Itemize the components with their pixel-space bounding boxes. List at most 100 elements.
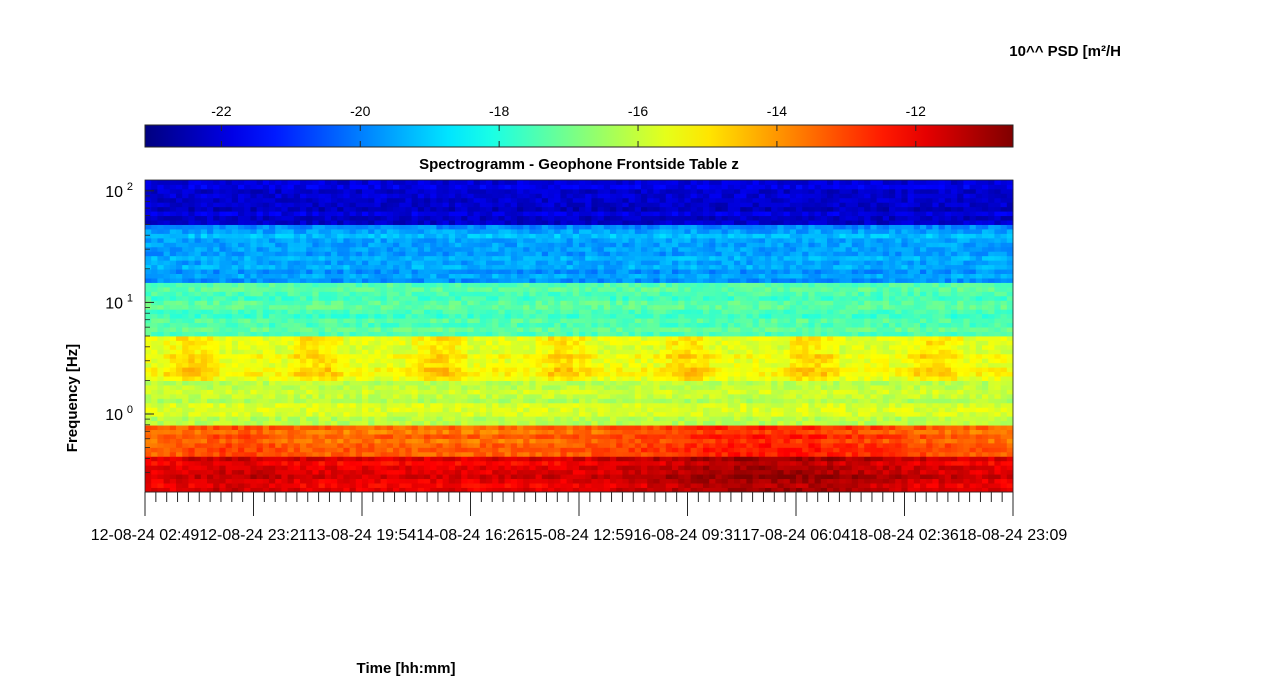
heatmap-cell xyxy=(988,385,995,390)
heatmap-cell xyxy=(262,407,270,413)
heatmap-cell xyxy=(293,447,301,453)
heatmap-cell xyxy=(907,442,915,448)
heatmap-cell xyxy=(591,407,598,413)
heatmap-cell xyxy=(765,474,772,480)
heatmap-cell xyxy=(690,425,698,430)
heatmap-cell xyxy=(1006,483,1014,488)
heatmap-cell xyxy=(734,442,741,448)
heatmap-cell xyxy=(207,344,214,350)
heatmap-cell xyxy=(616,447,623,453)
heatmap-cell xyxy=(647,407,654,413)
heatmap-cell xyxy=(895,478,902,484)
heatmap-cell xyxy=(281,389,288,395)
heatmap-cell xyxy=(659,460,667,466)
heatmap-cell xyxy=(969,456,977,462)
heatmap-cell xyxy=(523,447,530,453)
heatmap-cell xyxy=(907,416,915,422)
heatmap-cell xyxy=(746,398,753,404)
heatmap-cell xyxy=(176,344,183,350)
heatmap-cell xyxy=(820,438,828,444)
heatmap-cell xyxy=(839,429,846,435)
heatmap-cell xyxy=(963,336,970,341)
heatmap-cell xyxy=(368,340,375,346)
heatmap-cell xyxy=(672,344,679,350)
heatmap-cell xyxy=(250,425,257,430)
heatmap-cell xyxy=(634,389,642,395)
heatmap-cell xyxy=(653,456,660,462)
heatmap-cell xyxy=(777,465,784,471)
heatmap-cell xyxy=(461,478,468,484)
heatmap-cell xyxy=(1000,344,1008,350)
heatmap-cell xyxy=(715,474,722,480)
heatmap-cell xyxy=(1000,469,1008,475)
heatmap-cell xyxy=(994,416,1001,422)
heatmap-cell xyxy=(820,465,828,471)
heatmap-cell xyxy=(455,465,462,471)
heatmap-cell xyxy=(659,398,667,404)
heatmap-cell xyxy=(944,465,952,471)
heatmap-cell xyxy=(349,349,357,355)
heatmap-cell xyxy=(603,393,611,399)
heatmap-cell xyxy=(479,402,487,408)
heatmap-cell xyxy=(368,344,375,350)
heatmap-cell xyxy=(672,407,679,413)
heatmap-cell xyxy=(225,385,233,390)
heatmap-cell xyxy=(374,380,381,386)
heatmap-cell xyxy=(504,442,512,448)
heatmap-cell xyxy=(157,371,164,377)
heatmap-cell xyxy=(343,336,350,341)
heatmap-cell xyxy=(771,465,778,471)
heatmap-cell xyxy=(219,376,226,381)
heatmap-cell xyxy=(746,465,753,471)
heatmap-cell xyxy=(386,469,394,475)
heatmap-cell xyxy=(163,425,171,430)
heatmap-cell xyxy=(814,474,822,480)
heatmap-cell xyxy=(554,451,561,457)
heatmap-cell xyxy=(963,456,970,462)
heatmap-cell xyxy=(659,434,667,439)
heatmap-cell xyxy=(833,362,840,368)
heatmap-cell xyxy=(479,442,487,448)
heatmap-cell xyxy=(734,447,741,453)
heatmap-cell xyxy=(455,362,462,368)
heatmap-cell xyxy=(901,434,908,439)
heatmap-cell xyxy=(200,349,208,355)
heatmap-cell xyxy=(293,385,301,390)
heatmap-cell xyxy=(355,385,363,390)
heatmap-cell xyxy=(820,478,828,484)
heatmap-cell xyxy=(690,393,698,399)
heatmap-cell xyxy=(300,349,307,355)
heatmap-cell xyxy=(690,487,698,493)
heatmap-cell xyxy=(907,385,915,390)
heatmap-cell xyxy=(876,336,884,341)
heatmap-cell xyxy=(169,456,177,462)
heatmap-cell xyxy=(318,456,326,462)
heatmap-cell xyxy=(380,447,388,453)
heatmap-cell xyxy=(318,389,326,395)
heatmap-cell xyxy=(864,340,871,346)
heatmap-cell xyxy=(517,340,524,346)
heatmap-cell xyxy=(535,420,543,426)
heatmap-cell xyxy=(746,420,753,426)
heatmap-cell xyxy=(467,411,474,417)
heatmap-cell xyxy=(975,420,983,426)
heatmap-cell xyxy=(814,483,822,488)
heatmap-cell xyxy=(188,469,195,475)
heatmap-cell xyxy=(349,402,357,408)
heatmap-cell xyxy=(703,442,710,448)
heatmap-cell xyxy=(566,358,574,364)
heatmap-cell xyxy=(901,367,908,373)
heatmap-cell xyxy=(678,447,685,453)
heatmap-cell xyxy=(455,438,462,444)
heatmap-cell xyxy=(448,331,456,337)
heatmap-cell xyxy=(783,478,791,484)
heatmap-cell xyxy=(275,460,282,466)
heatmap-cell xyxy=(579,358,586,364)
heatmap-cell xyxy=(585,487,592,493)
heatmap-cell xyxy=(151,353,158,359)
heatmap-cell xyxy=(963,478,970,484)
heatmap-cell xyxy=(938,483,946,488)
heatmap-cell xyxy=(988,353,995,359)
heatmap-cell xyxy=(269,336,276,341)
heatmap-cell xyxy=(709,460,716,466)
